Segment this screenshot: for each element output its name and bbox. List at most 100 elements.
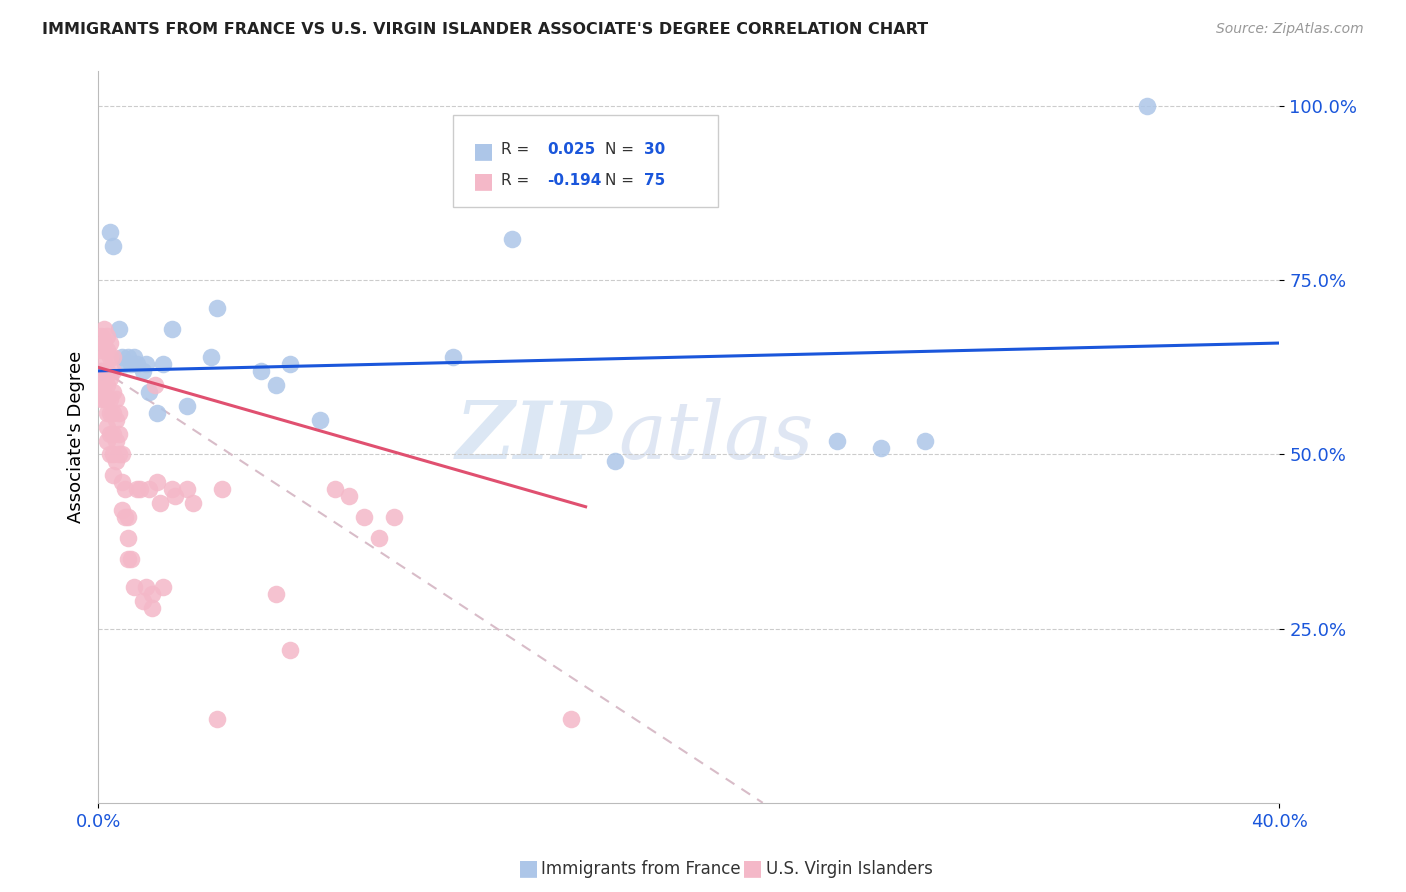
Point	[125, 483, 148, 497]
Point	[117, 552, 139, 566]
Point	[138, 483, 160, 497]
Point	[117, 531, 139, 545]
Point	[211, 483, 233, 497]
Point	[181, 496, 204, 510]
Point	[176, 483, 198, 497]
Point	[90, 364, 112, 378]
Point	[93, 350, 115, 364]
Text: R =: R =	[501, 173, 534, 188]
Text: ■: ■	[472, 171, 494, 192]
Text: 0.025: 0.025	[547, 143, 596, 157]
Point	[93, 322, 115, 336]
Point	[108, 426, 131, 441]
Point	[103, 384, 125, 399]
Point	[96, 329, 118, 343]
Text: IMMIGRANTS FROM FRANCE VS U.S. VIRGIN ISLANDER ASSOCIATE'S DEGREE CORRELATION CH: IMMIGRANTS FROM FRANCE VS U.S. VIRGIN IS…	[42, 22, 928, 37]
Text: 75: 75	[644, 173, 665, 188]
Point	[98, 225, 121, 239]
Point	[825, 434, 848, 448]
Text: N =: N =	[605, 173, 638, 188]
Text: R =: R =	[501, 143, 534, 157]
Point	[138, 384, 160, 399]
Point	[143, 377, 166, 392]
Point	[141, 600, 163, 615]
Point	[98, 371, 121, 385]
Point	[132, 364, 155, 378]
Point	[105, 454, 128, 468]
Point	[105, 412, 128, 426]
Point	[149, 496, 172, 510]
Point	[105, 434, 128, 448]
Point	[382, 510, 405, 524]
Point	[114, 510, 136, 524]
Point	[98, 392, 121, 406]
Point	[870, 441, 893, 455]
Point	[205, 301, 228, 316]
Point	[146, 406, 169, 420]
Point	[93, 392, 115, 406]
Point	[264, 587, 287, 601]
Text: -0.194: -0.194	[547, 173, 602, 188]
Point	[114, 483, 136, 497]
Point	[122, 350, 145, 364]
Point	[1136, 99, 1159, 113]
Point	[280, 642, 302, 657]
Point	[105, 392, 128, 406]
Text: Immigrants from France: Immigrants from France	[541, 860, 741, 878]
Point	[165, 489, 187, 503]
Text: N =: N =	[605, 143, 638, 157]
Point	[135, 580, 157, 594]
Point	[501, 231, 523, 245]
Point	[914, 434, 936, 448]
Point	[250, 364, 273, 378]
Text: ZIP: ZIP	[456, 399, 612, 475]
Point	[141, 587, 163, 601]
Point	[96, 392, 118, 406]
Point	[353, 510, 375, 524]
Text: atlas: atlas	[619, 399, 814, 475]
Point	[200, 350, 222, 364]
Point	[98, 350, 121, 364]
Point	[128, 483, 150, 497]
Text: 30: 30	[644, 143, 665, 157]
Point	[117, 350, 139, 364]
Point	[560, 712, 582, 726]
Point	[176, 399, 198, 413]
Point	[264, 377, 287, 392]
Point	[103, 238, 125, 252]
Point	[111, 503, 134, 517]
Text: ■: ■	[517, 859, 538, 879]
Text: U.S. Virgin Islanders: U.S. Virgin Islanders	[766, 860, 932, 878]
FancyBboxPatch shape	[453, 115, 718, 207]
Point	[605, 454, 627, 468]
Point	[98, 406, 121, 420]
Point	[96, 343, 118, 357]
Point	[98, 336, 121, 351]
Point	[108, 406, 131, 420]
Text: ■: ■	[742, 859, 763, 879]
Point	[96, 364, 118, 378]
Point	[93, 336, 115, 351]
Point	[111, 448, 134, 462]
Point	[152, 580, 174, 594]
Text: Source: ZipAtlas.com: Source: ZipAtlas.com	[1216, 22, 1364, 37]
Point	[162, 322, 183, 336]
Point	[93, 364, 115, 378]
Point	[135, 357, 157, 371]
Point	[280, 357, 302, 371]
Point	[205, 712, 228, 726]
Point	[120, 357, 142, 371]
Point	[339, 489, 361, 503]
Point	[108, 448, 131, 462]
Text: ■: ■	[472, 141, 494, 161]
Point	[122, 580, 145, 594]
Point	[103, 406, 125, 420]
Point	[146, 475, 169, 490]
Point	[162, 483, 183, 497]
Point	[117, 510, 139, 524]
Point	[132, 594, 155, 608]
Point	[309, 412, 332, 426]
Point	[96, 434, 118, 448]
Point	[120, 552, 142, 566]
Point	[98, 448, 121, 462]
